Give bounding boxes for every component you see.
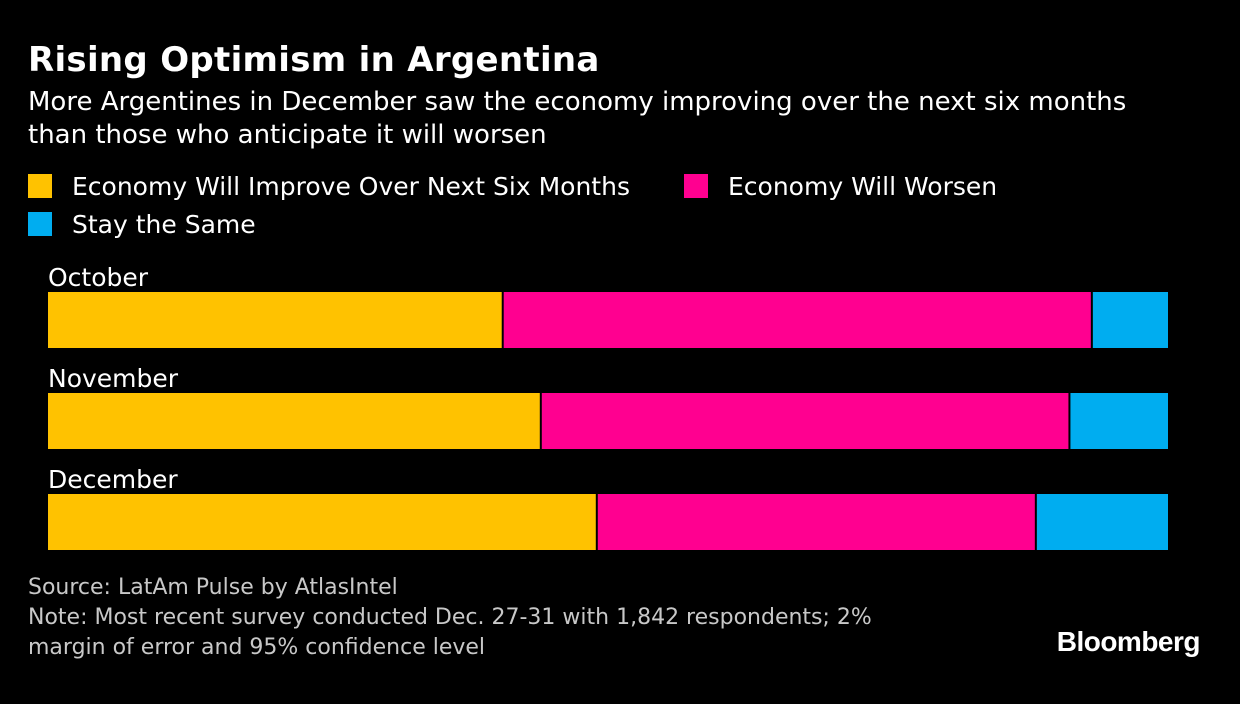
chart-title: Rising Optimism in Argentina: [28, 40, 600, 80]
legend-item-same: Stay the Same: [28, 208, 256, 240]
bar-segment-december-series-3: [1035, 494, 1168, 550]
legend-swatch-same: [28, 212, 52, 236]
legend-swatch-improve: [28, 174, 52, 198]
legend-label-worsen: Economy Will Worsen: [728, 171, 998, 201]
category-label-november: November: [48, 364, 179, 393]
bar-segment-october-series-3: [1091, 292, 1168, 348]
bar-segment-december-series-1: [48, 494, 597, 550]
bar-segment-november-series-2: [540, 393, 1070, 449]
category-label-december: December: [48, 465, 178, 494]
bar-segment-october-series-1: [48, 292, 503, 348]
bar-segment-november-series-1: [48, 393, 541, 449]
category-label-october: October: [48, 263, 149, 292]
bar-segment-october-series-2: [502, 292, 1092, 348]
legend-swatch-worsen: [684, 174, 708, 198]
bloomberg-logo: Bloomberg: [1056, 626, 1201, 657]
legend-item-improve: Economy Will Improve Over Next Six Month…: [28, 170, 630, 202]
bar-segment-december-series-2: [596, 494, 1036, 550]
survey-note-line-1: Note: Most recent survey conducted Dec. …: [28, 605, 872, 630]
chart-subtitle: More Argentines in December saw the econ…: [28, 87, 1127, 150]
legend-item-worsen: Economy Will Worsen: [684, 170, 997, 202]
survey-note-line-2: margin of error and 95% confidence level: [28, 635, 486, 660]
source-note: Source: LatAm Pulse by AtlasIntel: [28, 575, 398, 600]
legend-label-improve: Economy Will Improve Over Next Six Month…: [72, 171, 630, 201]
legend-label-same: Stay the Same: [72, 209, 256, 239]
bar-segment-november-series-3: [1069, 393, 1168, 449]
